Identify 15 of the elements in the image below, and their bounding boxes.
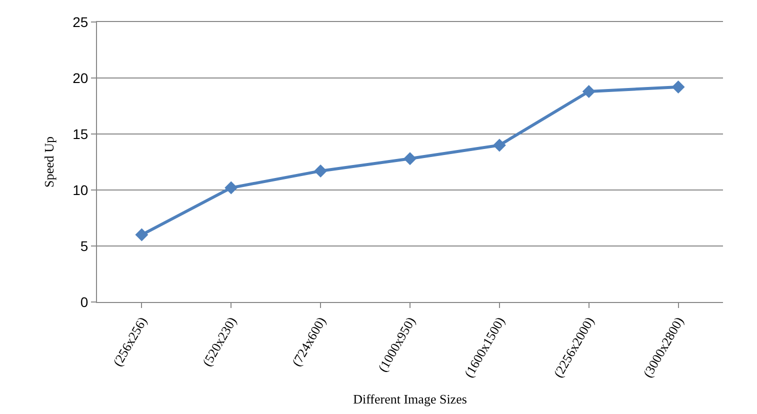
point (672, 80, 685, 94)
point (582, 84, 596, 98)
y-tick-label: 15 (72, 126, 88, 142)
x-axis-title: Different Image Sizes (353, 392, 467, 407)
point (492, 138, 506, 152)
point (224, 181, 238, 194)
y-tick-label: 0 (80, 294, 88, 310)
point (404, 152, 416, 166)
y-axis-title: Speed Up (42, 136, 57, 188)
y-tick-label: 10 (72, 182, 88, 198)
y-tick-label: 5 (80, 238, 88, 254)
y-tick-label: 20 (72, 70, 88, 86)
point (314, 164, 328, 178)
point (135, 228, 148, 242)
y-tick-label: 25 (72, 14, 88, 30)
